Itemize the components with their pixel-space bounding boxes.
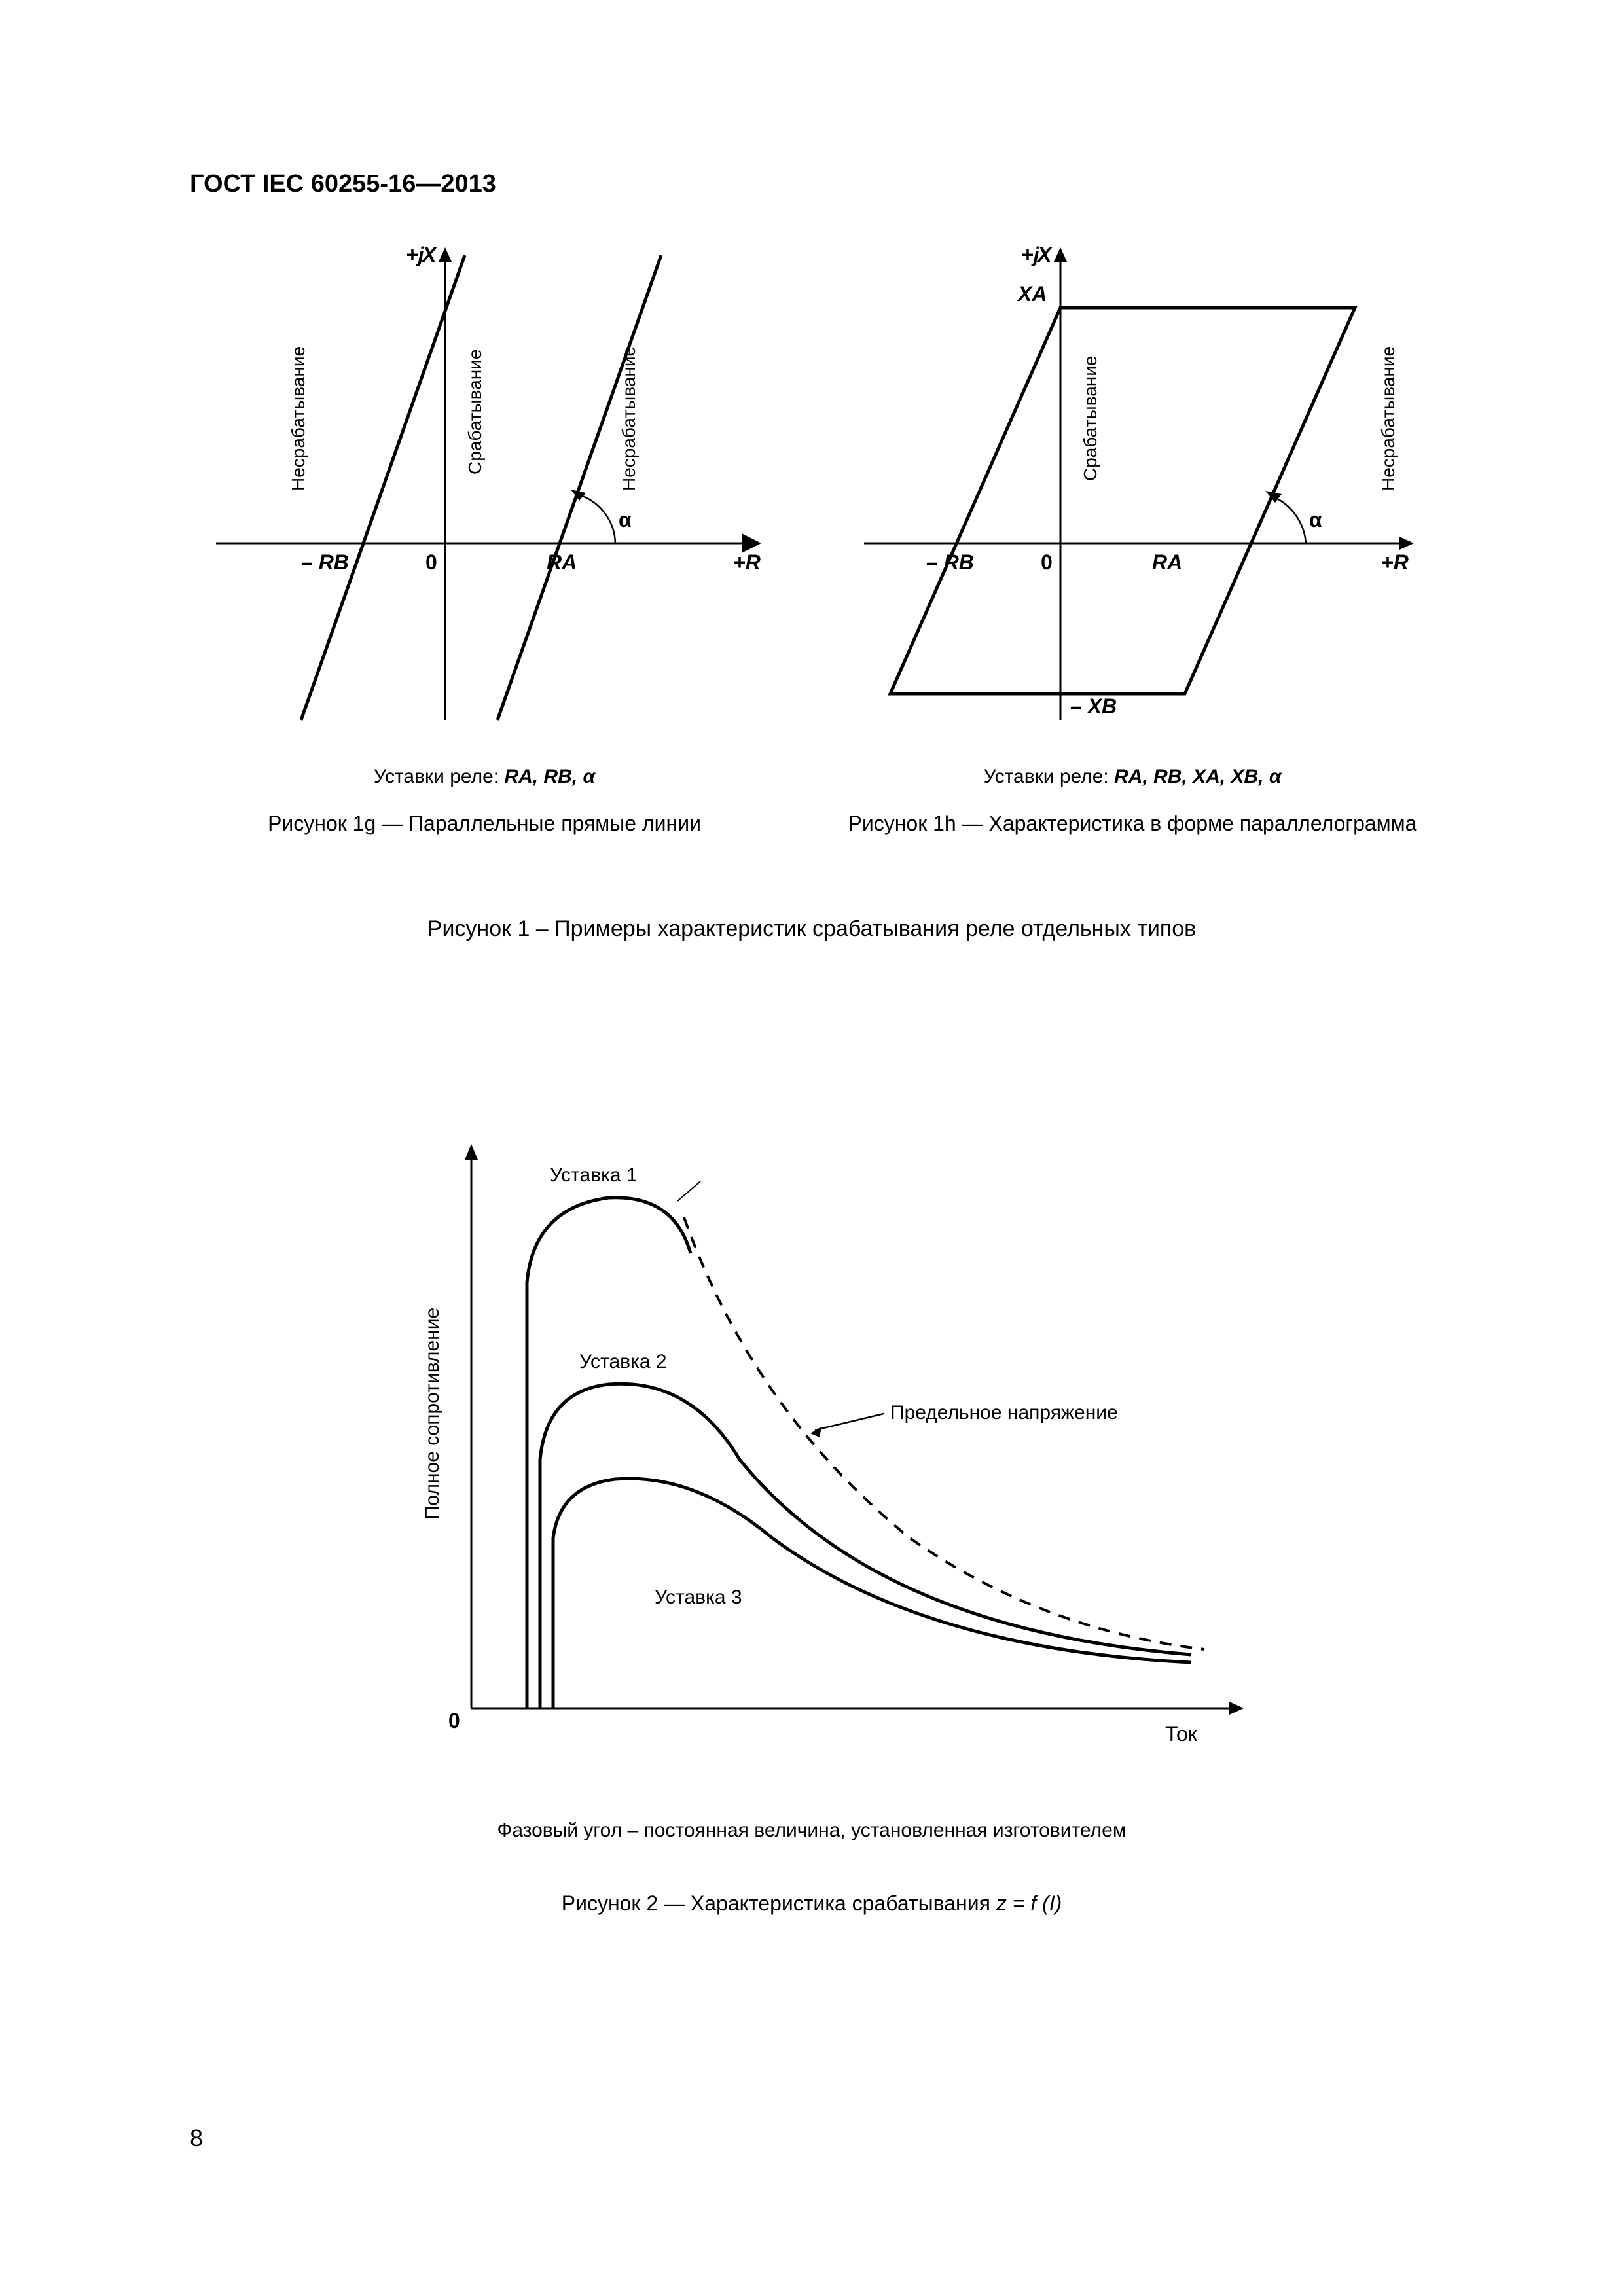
- svg-text:Уставка 3: Уставка 3: [655, 1587, 742, 1608]
- label-neg-xb: – XB: [1070, 694, 1117, 718]
- fig2-caption: Рисунок 2 — Характеристика срабатывания …: [190, 1892, 1434, 1916]
- svg-text:Уставка 2: Уставка 2: [579, 1351, 667, 1372]
- figure-1g: +j X +R – RB 0 RA α Несрабатывание Сраба…: [190, 236, 779, 740]
- label-nesrab-left: Несрабатывание: [288, 346, 308, 491]
- svg-text:Полное сопротивление: Полное сопротивление: [422, 1308, 443, 1520]
- svg-text:+R: +R: [733, 550, 761, 574]
- fig1-main-caption: Рисунок 1 – Примеры характеристик срабат…: [190, 916, 1434, 942]
- fig1h-settings-values: RA, RB, XA, XB, α: [1114, 766, 1281, 787]
- svg-text:0: 0: [448, 1709, 460, 1732]
- fig1g-caption: Рисунок 1g — Параллельные прямые линии: [190, 812, 779, 836]
- svg-text:X: X: [421, 243, 437, 266]
- label-xa: XA: [1017, 282, 1047, 306]
- document-header: ГОСТ IEC 60255-16—2013: [190, 170, 496, 198]
- svg-text:X: X: [1036, 243, 1053, 266]
- svg-text:Ток: Ток: [1165, 1722, 1198, 1746]
- fig1h-settings-label: Уставки реле:: [984, 766, 1109, 787]
- figure-1h-svg: +j X +R XA – XB – RB 0 RA α Срабатывание…: [838, 236, 1427, 740]
- label-alpha: α: [619, 508, 632, 531]
- svg-text:Уставка 1: Уставка 1: [550, 1164, 638, 1186]
- label-srab: Срабатывание: [465, 350, 485, 475]
- label-nesrab-h: Несрабатывание: [1378, 346, 1398, 491]
- fig1h-settings: Уставки реле: RA, RB, XA, XB, α: [838, 766, 1427, 788]
- fig1g-settings: Уставки реле: RA, RB, α: [190, 766, 779, 788]
- label-origin: 0: [425, 550, 437, 574]
- label-alpha-h: α: [1309, 508, 1322, 531]
- figure-1h: +j X +R XA – XB – RB 0 RA α Срабатывание…: [838, 236, 1427, 740]
- page: ГОСТ IEC 60255-16—2013: [0, 0, 1624, 2296]
- label-nesrab-right: Несрабатывание: [619, 346, 639, 491]
- label-srab-h: Срабатывание: [1080, 356, 1100, 481]
- figure-2-svg: 0 Полное сопротивление Ток Уставка 1 Уст…: [386, 1132, 1270, 1774]
- label-origin-h: 0: [1041, 550, 1053, 574]
- label-neg-rb-h: – RB: [926, 550, 974, 574]
- svg-text:+R: +R: [1381, 550, 1409, 574]
- fig2-note: Фазовый угол – постоянная величина, уста…: [190, 1820, 1434, 1842]
- fig1h-caption: Рисунок 1h — Характеристика в форме пара…: [838, 812, 1427, 836]
- figure-row-1: +j X +R – RB 0 RA α Несрабатывание Сраба…: [190, 236, 1434, 890]
- figure-2: 0 Полное сопротивление Ток Уставка 1 Уст…: [386, 1132, 1270, 1774]
- label-ra-h: RA: [1152, 550, 1182, 574]
- fig1g-settings-values: RA, RB, α: [504, 766, 595, 787]
- figure-1g-svg: +j X +R – RB 0 RA α Несрабатывание Сраба…: [190, 236, 779, 740]
- fig2-caption-formula: z = f (I): [996, 1892, 1062, 1915]
- svg-text:Предельное напряжение: Предельное напряжение: [890, 1402, 1118, 1424]
- label-ra: RA: [547, 550, 577, 574]
- fig2-caption-prefix: Рисунок 2 — Характеристика срабатывания: [562, 1892, 996, 1915]
- label-neg-rb: – RB: [301, 550, 349, 574]
- fig1g-settings-label: Уставки реле:: [374, 766, 499, 787]
- page-number: 8: [190, 2125, 203, 2152]
